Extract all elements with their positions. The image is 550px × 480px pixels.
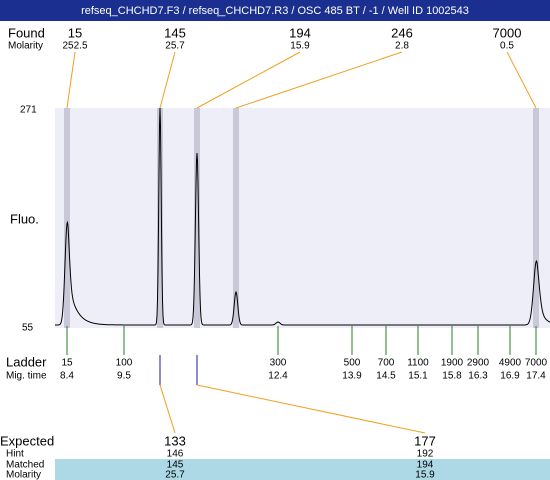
table-cell: 133 (164, 433, 186, 448)
table-cell: 145 (167, 460, 184, 471)
table-cell: 25.7 (165, 470, 185, 480)
molarity-label: Molarity (8, 41, 43, 52)
trace (55, 107, 550, 326)
y-top-label: 271 (20, 105, 37, 116)
header-title: refseq_CHCHD7.F3 / refseq_CHCHD7.R3 / OS… (81, 5, 469, 17)
ladder-size: 1100 (407, 358, 429, 369)
found-size: 246 (391, 25, 413, 40)
peak-band (157, 108, 163, 328)
ladder-size: 500 (344, 358, 361, 369)
peak-connector (159, 51, 176, 109)
mig-time: 13.9 (342, 371, 362, 382)
mig-time: 16.3 (468, 371, 488, 382)
mig-time: 16.9 (500, 371, 520, 382)
peak-band (533, 108, 539, 328)
table-cell: 194 (417, 460, 434, 471)
peak-connector (506, 51, 537, 109)
table-cell: 177 (414, 433, 436, 448)
found-molarity: 15.9 (290, 41, 310, 52)
ladder-label: Ladder (6, 354, 47, 369)
peak-connector (196, 51, 301, 109)
mig-time: 12.4 (268, 371, 288, 382)
mig-time: 15.8 (442, 371, 462, 382)
peak-connector (66, 51, 76, 109)
ladder-size: 2900 (467, 358, 490, 369)
row-label: Matched (6, 460, 44, 471)
found-molarity: 2.8 (395, 41, 409, 52)
found-size: 194 (289, 25, 311, 40)
y-bottom-label: 55 (22, 323, 34, 334)
mig-time: 9.5 (117, 371, 131, 382)
found-molarity: 252.5 (62, 41, 87, 52)
ladder-size: 4900 (499, 358, 522, 369)
peak-connector (235, 51, 403, 109)
mig-time: 17.4 (526, 371, 546, 382)
ladder-size: 1900 (441, 358, 464, 369)
header-bar (0, 0, 550, 21)
found-molarity: 0.5 (500, 41, 514, 52)
found-size: 7000 (493, 25, 522, 40)
row-label: Expected (0, 433, 54, 448)
peak-band (194, 108, 200, 328)
found-size: 15 (68, 25, 82, 40)
matched-row (55, 459, 550, 470)
peak-band (233, 108, 239, 328)
found-size: 145 (164, 25, 186, 40)
table-cell: 192 (417, 449, 434, 460)
match-connector (159, 384, 176, 434)
y-axis-label: Fluo. (10, 211, 39, 226)
table-cell: 146 (167, 449, 184, 460)
mig-time: 8.4 (60, 371, 74, 382)
found-label: Found (8, 25, 45, 40)
ladder-size: 300 (270, 358, 287, 369)
mig-time: 15.1 (408, 371, 428, 382)
ladder-size: 700 (378, 358, 395, 369)
peak-band (64, 108, 70, 328)
ladder-size: 7000 (525, 358, 548, 369)
match-connector (196, 384, 426, 434)
ladder-size: 15 (61, 358, 73, 369)
mig-time: 14.5 (376, 371, 396, 382)
molarity-row (55, 470, 550, 480)
mig-time-label: Mig. time (6, 371, 47, 382)
plot-area (55, 108, 550, 328)
row-label: Hint (6, 449, 24, 460)
ladder-size: 100 (116, 358, 133, 369)
row-label: Molarity (6, 470, 41, 480)
table-cell: 15.9 (415, 470, 435, 480)
found-molarity: 25.7 (165, 41, 185, 52)
